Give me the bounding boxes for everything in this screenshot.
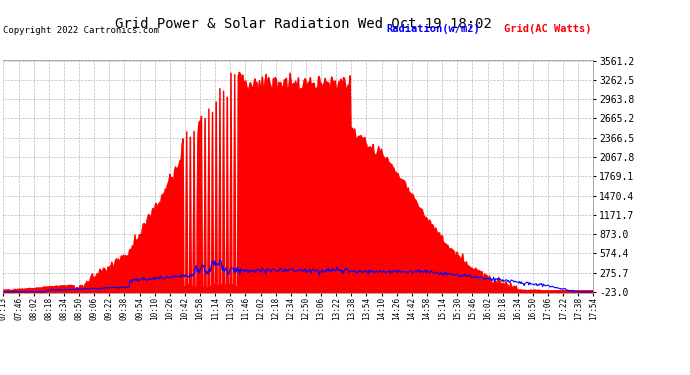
Text: Grid(AC Watts): Grid(AC Watts) — [504, 24, 591, 34]
Text: Copyright 2022 Cartronics.com: Copyright 2022 Cartronics.com — [3, 26, 159, 35]
Text: Grid Power & Solar Radiation Wed Oct 19 18:02: Grid Power & Solar Radiation Wed Oct 19 … — [115, 17, 492, 31]
Text: Radiation(w/m2): Radiation(w/m2) — [386, 24, 480, 34]
